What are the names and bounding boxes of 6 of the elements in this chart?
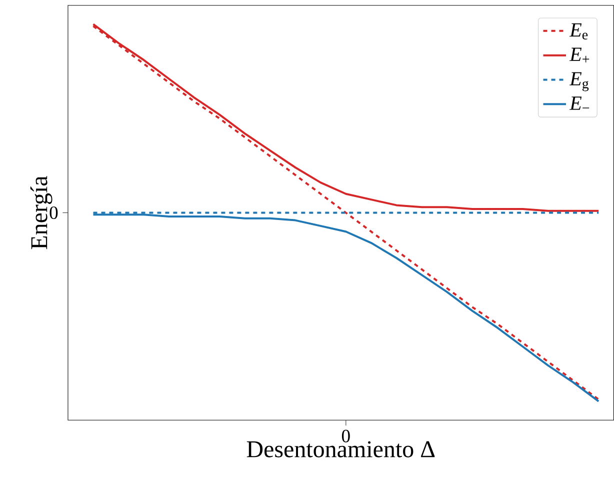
legend-label: E$_{−}$ [569,96,590,110]
x-axis-title: Desentonamiento Δ [246,441,435,458]
text: 0 [342,430,350,442]
legend-label: E$_{g}$ [569,72,589,92]
legend-label: E$_{e}$ [569,23,588,40]
legend-label: E$_{+}$ [569,48,590,62]
